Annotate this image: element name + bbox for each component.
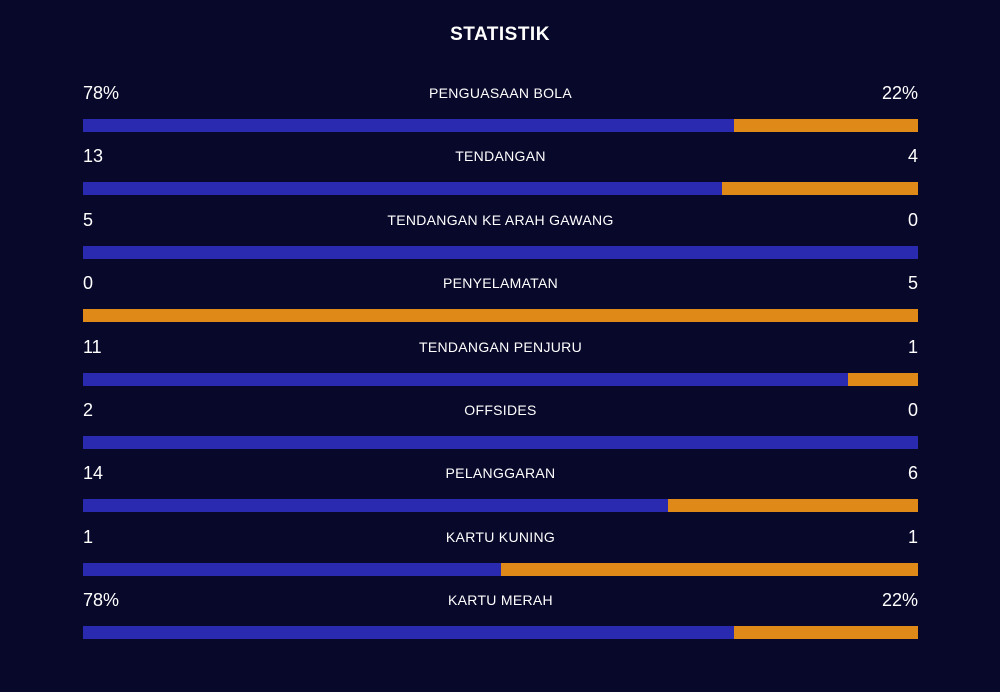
stat-bar-away xyxy=(721,182,918,196)
stat-home-value: 5 xyxy=(83,209,94,230)
stat-label: KARTU KUNING xyxy=(445,528,556,545)
stat-bar xyxy=(83,562,918,576)
stat-bar-away xyxy=(848,372,918,386)
stat-row-saves: 0 PENYELAMATAN 5 xyxy=(83,271,918,334)
stat-away-value: 0 xyxy=(907,209,918,230)
stat-home-value: 11 xyxy=(83,336,102,357)
stat-row-yellow-cards: 1 KARTU KUNING 1 xyxy=(83,525,918,588)
stat-home-value: 2 xyxy=(83,399,94,420)
stat-bar-home xyxy=(83,372,849,386)
stat-label: PELANGGARAN xyxy=(445,465,556,482)
stat-home-value: 1 xyxy=(83,526,94,547)
stat-bar xyxy=(83,309,918,323)
stat-bar-away xyxy=(734,119,918,132)
stat-away-value: 4 xyxy=(907,146,918,167)
stat-bar-home xyxy=(83,562,501,576)
stat-row-red-cards: 78% KARTU MERAH 22% xyxy=(83,588,918,651)
stat-label: OFFSIDES xyxy=(464,401,537,418)
stat-away-value: 22% xyxy=(881,83,918,103)
stats-title: STATISTIK xyxy=(450,24,550,45)
stats-list: 78% PENGUASAAN BOLA 22% 13 TENDANGAN 4 5… xyxy=(83,81,918,652)
stat-bar-away xyxy=(83,309,918,323)
stat-away-value: 5 xyxy=(907,273,918,294)
stat-bar-away xyxy=(734,626,918,640)
stat-row-corners: 11 TENDANGAN PENJURU 1 xyxy=(83,335,918,398)
stat-row-shots: 13 TENDANGAN 4 xyxy=(83,144,918,207)
stat-label: TENDANGAN xyxy=(455,148,546,165)
stat-bar xyxy=(83,182,918,196)
stat-label: KARTU MERAH xyxy=(448,592,553,609)
stat-bar-away xyxy=(500,562,918,576)
stat-bar xyxy=(83,499,918,513)
stat-bar-away xyxy=(667,499,918,513)
stat-away-value: 6 xyxy=(907,463,918,484)
stat-bar xyxy=(83,119,918,132)
stat-row-offsides: 2 OFFSIDES 0 xyxy=(83,398,918,461)
stat-row-shots-on-target: 5 TENDANGAN KE ARAH GAWANG 0 xyxy=(83,208,918,271)
stat-home-value: 78% xyxy=(83,590,120,611)
stat-home-value: 0 xyxy=(83,273,94,294)
stat-home-value: 13 xyxy=(83,146,104,167)
stat-label: TENDANGAN KE ARAH GAWANG xyxy=(387,211,614,228)
stat-bar-home xyxy=(83,119,735,132)
stat-home-value: 78% xyxy=(83,83,120,103)
stat-bar-home xyxy=(83,499,668,513)
stat-bar-home xyxy=(83,626,735,640)
stat-bar xyxy=(83,372,918,386)
stat-label: TENDANGAN PENJURU xyxy=(418,338,582,355)
stat-bar xyxy=(83,626,918,640)
stat-bar-home xyxy=(83,435,918,449)
stat-home-value: 14 xyxy=(83,463,104,484)
stat-away-value: 1 xyxy=(907,526,918,547)
stat-bar xyxy=(83,245,918,259)
stat-bar-home xyxy=(83,182,722,196)
stat-row-possession: 78% PENGUASAAN BOLA 22% xyxy=(83,81,918,144)
stat-bar xyxy=(83,435,918,449)
stat-bar-home xyxy=(83,245,918,259)
stat-away-value: 1 xyxy=(907,336,918,357)
stat-row-fouls: 14 PELANGGARAN 6 xyxy=(83,461,918,524)
stat-away-value: 22% xyxy=(881,590,918,611)
stat-label: PENYELAMATAN xyxy=(442,275,559,292)
stat-label: PENGUASAAN BOLA xyxy=(429,85,572,101)
stat-away-value: 0 xyxy=(907,399,918,420)
